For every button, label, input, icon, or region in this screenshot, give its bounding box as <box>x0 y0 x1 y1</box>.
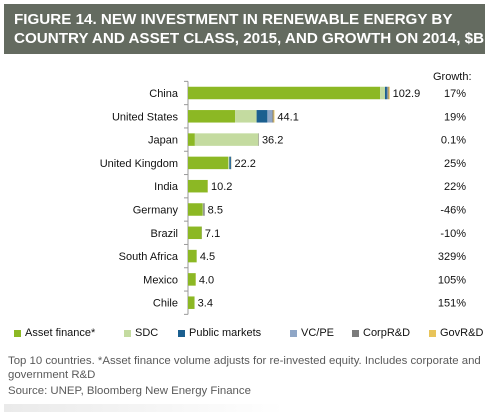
category-label-chile: Chile <box>153 298 178 310</box>
bar-united-states-asset-finance <box>188 110 236 123</box>
bar-united-states-sdc <box>235 110 257 123</box>
growth-label-japan: 0.1% <box>441 135 466 147</box>
legend-swatch-corpr-d <box>352 329 359 337</box>
total-label-united-states: 44.1 <box>277 111 298 123</box>
bar-china-public-markets <box>384 86 387 100</box>
bar-india-asset-finance <box>188 179 208 193</box>
legend-swatch-govr-d <box>429 329 436 337</box>
growth-label-united-states: 19% <box>444 111 466 123</box>
total-label-united-kingdom: 22.2 <box>235 158 256 170</box>
growth-label-china: 17% <box>444 88 466 100</box>
growth-label-germany: -46% <box>440 205 466 217</box>
legend-swatch-public-markets <box>178 329 185 337</box>
growth-label-chile: 151% <box>438 298 466 310</box>
legend-label-corpr-d: CorpR&D <box>363 327 411 339</box>
chart-note: Top 10 countries. *Asset finance volume … <box>8 355 481 381</box>
bar-china-govr-d <box>388 86 390 100</box>
legend-label-sdc: SDC <box>135 327 159 339</box>
bar-united-states-vc-pe <box>267 110 273 123</box>
bar-japan-asset-finance <box>188 133 195 146</box>
bar-united-kingdom-asset-finance <box>188 156 229 170</box>
growth-header: Growth: <box>433 71 472 83</box>
legend-item-govr-d: GovR&D <box>429 327 483 339</box>
legend-label-public-markets: Public markets <box>189 327 262 339</box>
chart-source: Source: UNEP, Bloomberg New Energy Finan… <box>8 385 251 397</box>
growth-label-brazil: -10% <box>440 228 466 240</box>
legend-swatch-sdc <box>124 329 131 337</box>
legend-item-public-markets: Public markets <box>178 327 261 339</box>
total-label-china: 102.9 <box>393 88 421 100</box>
legend-item-corpr-d: CorpR&D <box>352 327 410 339</box>
footer-divider <box>4 404 284 412</box>
growth-label-south-africa: 329% <box>438 251 466 263</box>
legend-item-asset-finance: Asset finance* <box>14 327 95 339</box>
bar-china-corpr-d <box>387 86 389 100</box>
bar-germany-asset-finance <box>188 203 203 216</box>
category-label-japan: Japan <box>148 135 178 147</box>
figure-title-line-2: COUNTRY AND ASSET CLASS, 2015, AND GROWT… <box>14 30 496 47</box>
figure-title-line-1: FIGURE 14. NEW INVESTMENT IN RENEWABLE E… <box>14 11 453 28</box>
legend-label-vc-pe: VC/PE <box>301 327 335 339</box>
category-label-united-states: United States <box>112 111 179 123</box>
bar-united-states-govr-d <box>273 110 275 123</box>
category-label-brazil: Brazil <box>150 228 178 240</box>
bar-united-states-corpr-d <box>272 110 274 123</box>
total-label-germany: 8.5 <box>208 205 223 217</box>
legend-label-govr-d: GovR&D <box>440 327 484 339</box>
bar-chart: Growth: China United States Japan United Ki… <box>100 71 472 315</box>
bar-united-states-public-markets <box>256 110 268 123</box>
legend-item-vc-pe: VC/PE <box>290 327 334 339</box>
bar-mexico-asset-finance <box>188 273 196 286</box>
category-label-india: India <box>154 181 179 193</box>
chart-legend: Asset finance* SDC Public markets VC/PE Corp… <box>14 327 489 343</box>
total-label-japan: 36.2 <box>262 135 283 147</box>
total-label-mexico: 4.0 <box>199 274 214 286</box>
legend-swatch-asset-finance <box>14 329 21 337</box>
bar-china-asset-finance <box>188 86 381 100</box>
category-label-china: China <box>149 88 179 100</box>
legend-swatch-vc-pe <box>290 329 297 337</box>
category-label-germany: Germany <box>133 205 179 217</box>
bar-united-kingdom-sdc <box>228 156 230 170</box>
bar-brazil-asset-finance <box>188 226 202 240</box>
total-label-brazil: 7.1 <box>205 228 220 240</box>
growth-label-united-kingdom: 25% <box>444 158 466 170</box>
figure-title: FIGURE 14. NEW INVESTMENT IN RENEWABLE E… <box>4 4 496 54</box>
bar-chile-asset-finance <box>188 296 195 309</box>
bar-china-sdc <box>380 86 385 100</box>
bar-germany-corpr-d <box>203 203 205 216</box>
bar-china-vc-pe <box>386 86 388 100</box>
total-label-south-africa: 4.5 <box>200 251 215 263</box>
legend-item-sdc: SDC <box>124 327 158 339</box>
bar-south-africa-asset-finance <box>188 249 197 263</box>
total-label-india: 10.2 <box>211 181 232 193</box>
bar-united-kingdom-public-markets <box>229 156 231 170</box>
bar-japan-sdc <box>194 133 259 146</box>
total-label-chile: 3.4 <box>198 298 213 310</box>
bar-germany-sdc <box>202 203 204 216</box>
category-label-mexico: Mexico <box>143 274 178 286</box>
growth-label-india: 22% <box>444 181 466 193</box>
growth-label-mexico: 105% <box>438 274 466 286</box>
category-label-united-kingdom: United Kingdom <box>100 158 178 170</box>
category-label-south-africa: South Africa <box>119 251 179 263</box>
legend-label-asset-finance: Asset finance* <box>25 327 96 339</box>
